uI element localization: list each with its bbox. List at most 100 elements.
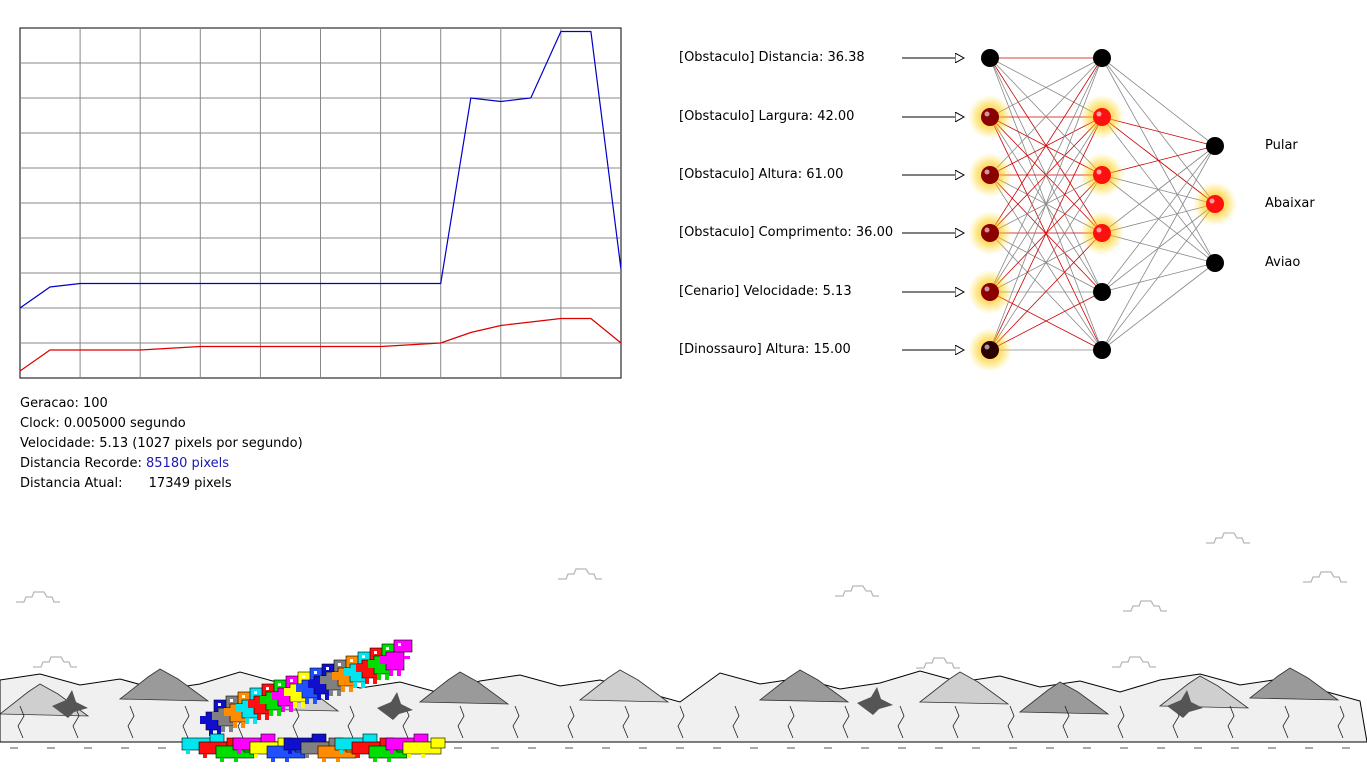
output-label-pular: Pular	[1265, 138, 1298, 153]
output-label-abaixar: Abaixar	[1265, 196, 1315, 211]
hidden-node	[1093, 224, 1111, 242]
input-label-dino-altura: [Dinossauro] Altura: 15.00	[679, 342, 851, 357]
dino	[402, 737, 446, 758]
output-node	[1206, 195, 1224, 213]
dino	[380, 639, 413, 676]
output-node	[1206, 254, 1224, 272]
hidden-node	[1093, 49, 1111, 67]
input-node	[981, 341, 999, 359]
edge-in-hid	[989, 57, 1103, 234]
mountain-peak	[1018, 681, 1110, 715]
output-label-aviao: Aviao	[1265, 255, 1301, 270]
network-nodes	[968, 49, 1237, 372]
chart-series-1	[19, 317, 622, 372]
flyer-silhouette	[52, 690, 88, 718]
input-node	[981, 224, 999, 242]
mountain-peak	[418, 671, 510, 705]
mountains	[0, 667, 1367, 743]
stat-geracao: Geracao: 100	[20, 396, 108, 411]
mountain-crack	[622, 705, 630, 739]
input-label-largura: [Obstaculo] Largura: 42.00	[679, 109, 855, 124]
mountain-peak	[1248, 667, 1340, 701]
mountain-crack	[512, 705, 520, 739]
flyer-silhouette	[857, 687, 893, 715]
stat-atual: Distancia Atual: 17349 pixels	[20, 476, 232, 491]
input-node-shine	[984, 227, 990, 233]
mountain-ridge	[0, 670, 1367, 743]
mountain-crack	[677, 705, 685, 739]
fitness-chart	[19, 27, 622, 379]
input-node-shine	[984, 286, 990, 292]
mountain-crack	[127, 705, 135, 739]
input-node	[981, 166, 999, 184]
edge-hid-out	[1101, 145, 1216, 234]
mountain-crack	[292, 705, 300, 739]
mountain-peak	[758, 669, 850, 703]
stats-panel: Geracao: 100 Clock: 0.005000 segundo Vel…	[20, 394, 303, 494]
input-label-distancia: [Obstaculo] Distancia: 36.38	[679, 50, 865, 65]
hidden-node	[1093, 108, 1111, 126]
stat-clock: Clock: 0.005000 segundo	[20, 416, 186, 431]
neural-network	[902, 49, 1237, 372]
hidden-node-shine	[1096, 227, 1102, 233]
mountain-crack	[732, 705, 740, 739]
mountain-crack	[842, 705, 850, 739]
input-label-comprimento: [Obstaculo] Comprimento: 36.00	[679, 225, 894, 240]
cloud	[1303, 571, 1347, 583]
input-node	[981, 283, 999, 301]
mountain-crack	[1117, 705, 1125, 739]
chart-grid	[20, 28, 621, 378]
input-node	[981, 49, 999, 67]
edge-hid-out	[1101, 145, 1216, 351]
cloud	[1206, 532, 1250, 544]
stat-velocidade: Velocidade: 5.13 (1027 pixels por segund…	[20, 436, 303, 451]
mountain-crack	[1007, 705, 1015, 739]
hidden-node-shine	[1096, 169, 1102, 175]
mountain-crack	[952, 705, 960, 739]
mountain-crack	[457, 705, 465, 739]
cloud	[33, 656, 77, 668]
cloud	[916, 657, 960, 669]
output-node	[1206, 137, 1224, 155]
mountain-crack	[1227, 705, 1235, 739]
dino-population	[181, 639, 446, 762]
input-node-shine	[984, 111, 990, 117]
mountain-crack	[347, 705, 355, 739]
mountain-crack	[567, 705, 575, 739]
input-label-velocidade: [Cenario] Velocidade: 5.13	[679, 284, 852, 299]
clouds	[16, 532, 1347, 669]
hidden-node	[1093, 341, 1111, 359]
chart-lines	[19, 30, 622, 372]
hidden-node	[1093, 166, 1111, 184]
edge-hid-out	[1101, 203, 1216, 351]
mountain-crack	[1062, 705, 1070, 739]
edge-in-hid	[989, 57, 1103, 176]
mountain-crack	[1337, 705, 1345, 739]
mountain-crack	[787, 705, 795, 739]
input-label-altura: [Obstaculo] Altura: 61.00	[679, 167, 844, 182]
cloud	[1112, 656, 1156, 668]
hidden-node	[1093, 283, 1111, 301]
input-node-shine	[984, 169, 990, 175]
input-arrows	[902, 58, 964, 350]
mountain-crack	[1282, 705, 1290, 739]
cloud	[835, 585, 879, 597]
hidden-node-shine	[1096, 111, 1102, 117]
flyer-silhouette	[377, 692, 413, 720]
edge-in-hid	[989, 57, 1103, 293]
mountain-crack	[17, 705, 25, 739]
edge-in-hid	[989, 174, 1103, 351]
mountain-peak	[578, 669, 670, 703]
edge-in-hid	[989, 232, 1103, 351]
edge-hid-out	[1101, 262, 1216, 351]
edge-in-hid	[989, 116, 1103, 351]
mountain-peak	[918, 671, 1010, 705]
edge-hid-out	[1101, 145, 1216, 293]
stat-recorde: Distancia Recorde: 85180 pixels	[20, 456, 230, 471]
cloud	[16, 591, 60, 603]
mountain-peak	[118, 668, 210, 702]
input-node-shine	[984, 344, 990, 350]
output-node-shine	[1209, 198, 1215, 204]
edge-hid-out	[1101, 57, 1216, 147]
input-node	[981, 108, 999, 126]
